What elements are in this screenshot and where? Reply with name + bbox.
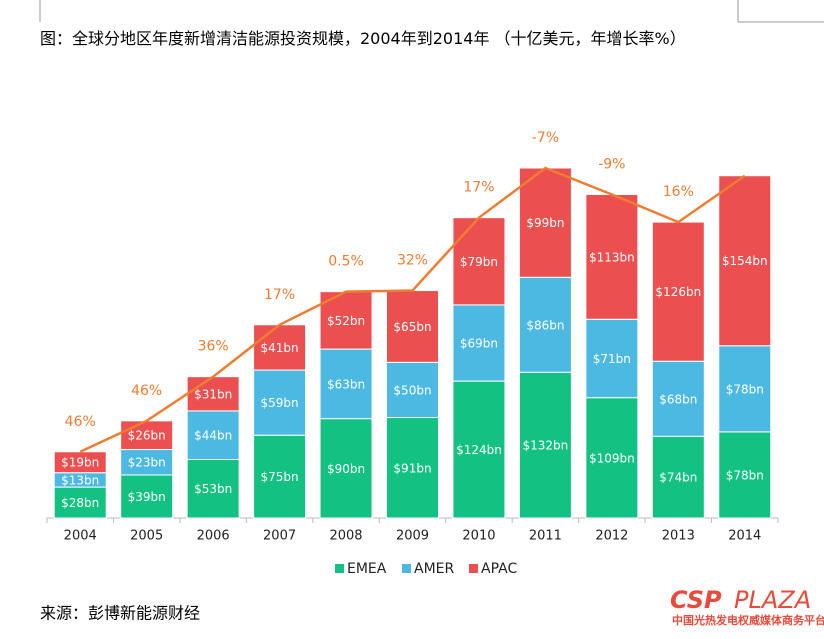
bar-segment: [253, 434, 307, 519]
source: 来源：彭博新能源财经: [40, 604, 200, 623]
legend-swatch: [402, 564, 411, 573]
value-label: $99bn: [526, 216, 564, 230]
x-tick-label: 2011: [529, 529, 562, 544]
value-label: $63bn: [327, 377, 365, 391]
x-tick-label: 2008: [329, 529, 362, 544]
x-tick-label: 2010: [462, 529, 495, 544]
value-label: $39bn: [128, 490, 166, 504]
title: 图：全球分地区年度新增清洁能源投资规模，2004年到2014年 （十亿美元，年增…: [40, 29, 686, 48]
growth-label: -9%: [598, 156, 625, 172]
value-label: $50bn: [393, 383, 431, 397]
growth-label: 32%: [397, 253, 428, 269]
value-label: $69bn: [460, 337, 498, 351]
bar-segment: [186, 410, 240, 460]
value-label: $52bn: [327, 314, 365, 328]
value-label: $78bn: [726, 382, 764, 396]
value-label: $23bn: [128, 456, 166, 470]
growth-line: [79, 166, 746, 453]
growth-label: 16%: [663, 184, 694, 200]
value-label: $74bn: [659, 471, 697, 485]
legend-swatch: [469, 564, 478, 573]
bar-segment: [253, 324, 307, 371]
value-label: $13bn: [61, 473, 99, 487]
bar-segment: [452, 380, 506, 519]
x-tick-label: 2014: [728, 529, 761, 544]
bar-segment: [186, 458, 240, 519]
growth-label: 36%: [198, 339, 229, 355]
bar-segment: [518, 276, 572, 373]
bar-segment: [186, 376, 240, 412]
value-label: $19bn: [61, 456, 99, 470]
bar-segment: [452, 304, 506, 382]
x-tick-label: 2013: [662, 529, 695, 544]
value-label: $75bn: [261, 470, 299, 484]
value-label: $126bn: [655, 285, 701, 299]
value-label: $68bn: [659, 392, 697, 406]
legend-label: APAC: [481, 561, 517, 577]
value-label: $79bn: [460, 255, 498, 269]
value-label: $132bn: [523, 439, 569, 453]
growth-label: 17%: [463, 180, 494, 196]
value-label: $113bn: [589, 250, 635, 264]
value-label: $59bn: [261, 396, 299, 410]
legend-label: EMEA: [347, 561, 387, 577]
x-tick-label: 2006: [197, 529, 230, 544]
bar-segment: [53, 486, 107, 519]
bar-segment: [319, 348, 373, 420]
growth-label: 17%: [264, 287, 295, 303]
bar-segment: [386, 361, 439, 419]
legend-label: AMER: [414, 561, 455, 577]
value-label: $71bn: [593, 352, 631, 366]
bar-segment: [718, 175, 772, 347]
growth-label: 46%: [131, 383, 162, 399]
value-label: $91bn: [393, 461, 431, 475]
bar-segment: [651, 435, 705, 519]
bar-segment: [585, 397, 639, 519]
value-label: $154bn: [722, 254, 768, 268]
title-box: 图：全球分地区年度新增清洁能源投资规模，2004年到2014年 （十亿美元，年增…: [40, 29, 686, 48]
x-tick-label: 2004: [64, 529, 97, 544]
logo-part: PLAZA: [734, 586, 811, 614]
value-label: $78bn: [726, 468, 764, 482]
bar-segment: [518, 167, 572, 278]
value-label: $124bn: [456, 443, 502, 457]
growth-label: 0.5%: [328, 254, 364, 270]
bar-segment: [319, 418, 373, 519]
bar-segment: [386, 290, 439, 363]
value-label: $86bn: [526, 318, 564, 332]
x-tick-label: 2009: [396, 529, 429, 544]
bar-segment: [386, 417, 439, 519]
growth-label: 46%: [65, 414, 96, 430]
value-label: $28bn: [61, 496, 99, 510]
x-tick-label: 2012: [595, 529, 628, 544]
bar-segment: [718, 345, 772, 433]
value-label: $41bn: [261, 341, 299, 355]
bar-segment: [518, 371, 572, 519]
legend-swatch: [335, 564, 344, 573]
value-label: $65bn: [393, 320, 431, 334]
value-label: $53bn: [194, 482, 232, 496]
value-label: $26bn: [128, 429, 166, 443]
bar-segment: [452, 217, 506, 306]
bar-segment: [253, 369, 307, 436]
logo-part: CSP: [670, 586, 722, 614]
x-tick-label: 2005: [130, 529, 163, 544]
x-tick-label: 2007: [263, 529, 296, 544]
bar-segment: [585, 193, 639, 320]
growth-label: -7%: [532, 130, 559, 146]
value-label: $31bn: [194, 387, 232, 401]
value-label: $44bn: [194, 429, 232, 443]
bar-segment: [651, 360, 705, 437]
logo-tagline: 中国光热发电权威媒体商务平台: [672, 613, 824, 627]
value-label: $109bn: [589, 451, 635, 465]
value-label: $90bn: [327, 462, 365, 476]
